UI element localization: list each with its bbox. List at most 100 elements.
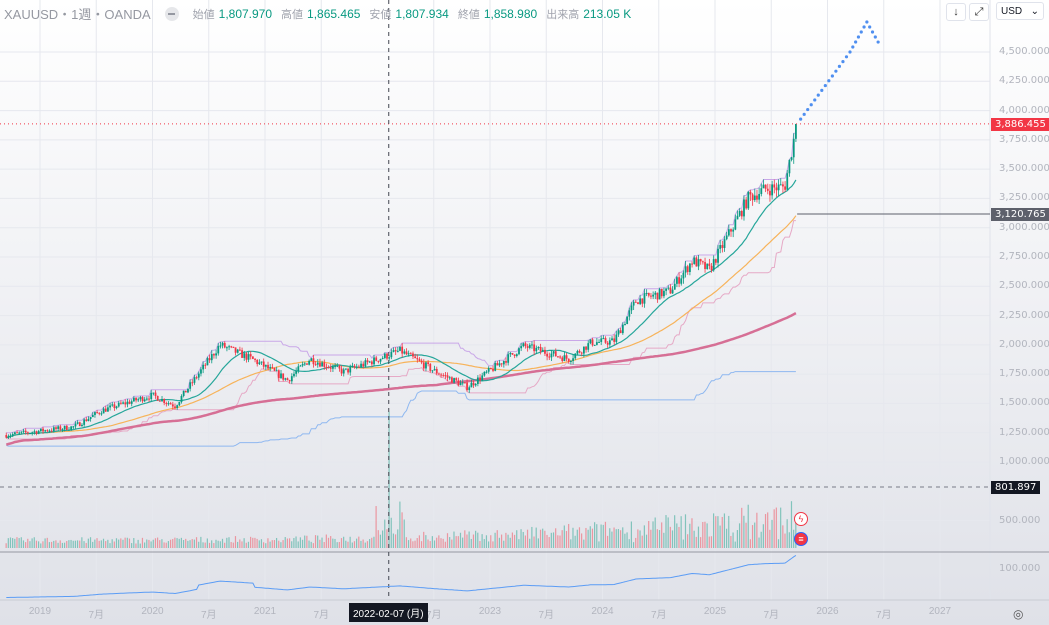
volume-bar bbox=[468, 531, 470, 548]
volume-bar bbox=[576, 529, 578, 548]
projection-dot bbox=[868, 25, 872, 29]
price-tick-label: 2,000.000 bbox=[999, 338, 1049, 350]
volume-bar bbox=[31, 538, 33, 548]
download-button[interactable]: ↓ bbox=[946, 3, 966, 21]
volume-bar bbox=[745, 522, 747, 548]
candle-body bbox=[230, 346, 233, 348]
candle-body bbox=[102, 408, 105, 414]
volume-bar bbox=[485, 535, 488, 548]
volume-bar bbox=[509, 537, 511, 548]
candle-body bbox=[115, 406, 118, 409]
candle-body bbox=[544, 349, 546, 354]
candle-body bbox=[777, 184, 780, 191]
candle-body bbox=[349, 367, 352, 373]
candle-body bbox=[563, 355, 566, 361]
candle-body bbox=[109, 405, 111, 408]
fullscreen-button[interactable]: ⤢ bbox=[969, 3, 989, 21]
candle-body bbox=[667, 287, 670, 289]
volume-bar bbox=[124, 537, 126, 548]
candle-body bbox=[440, 374, 443, 376]
volume-bar bbox=[613, 527, 615, 548]
candle-body bbox=[756, 195, 758, 200]
volume-bar bbox=[254, 537, 256, 548]
candle-body bbox=[98, 412, 101, 414]
volume-bar bbox=[221, 538, 224, 548]
candle-body bbox=[370, 361, 373, 365]
candle-body bbox=[476, 377, 479, 384]
volume-bar bbox=[423, 531, 425, 548]
volume-bar bbox=[758, 537, 760, 548]
projection-dot bbox=[834, 69, 838, 73]
volume-bar bbox=[356, 538, 358, 548]
volume-bar bbox=[105, 541, 107, 548]
volume-bar bbox=[542, 528, 544, 548]
volume-bar bbox=[704, 521, 706, 548]
volume-bar bbox=[360, 540, 362, 548]
candle-body bbox=[16, 432, 18, 434]
volume-bar bbox=[167, 541, 170, 548]
dividend-event-icon[interactable]: ϟ bbox=[794, 512, 808, 526]
volume-bar bbox=[198, 541, 200, 548]
candle-body bbox=[578, 350, 581, 353]
volume-bar bbox=[384, 519, 386, 548]
candle-body bbox=[48, 430, 51, 432]
volume-bar bbox=[94, 539, 96, 548]
volume-bar bbox=[347, 541, 349, 548]
us-event-flag-icon[interactable]: ≡ bbox=[794, 532, 808, 546]
candle-body bbox=[260, 361, 263, 363]
candle-body bbox=[552, 351, 555, 354]
volume-bar bbox=[135, 543, 137, 548]
price-tick-label: 3,750.000 bbox=[999, 133, 1049, 145]
candle-body bbox=[254, 358, 256, 360]
volume-bar bbox=[769, 529, 771, 548]
time-tick-label: 7月 bbox=[313, 610, 330, 621]
candle-body bbox=[509, 353, 512, 355]
volume-bar bbox=[602, 524, 604, 548]
volume-bar bbox=[319, 539, 321, 548]
ma-mid-line bbox=[6, 215, 797, 439]
candle-body bbox=[316, 362, 319, 365]
candle-body bbox=[561, 357, 564, 361]
volume-bar bbox=[427, 539, 429, 548]
candle-body bbox=[65, 425, 68, 430]
candle-body bbox=[210, 354, 213, 361]
volume-bar bbox=[46, 537, 48, 548]
candle-body bbox=[405, 351, 408, 355]
candle-body bbox=[591, 339, 594, 346]
volume-bar bbox=[89, 537, 92, 548]
volume-bar bbox=[288, 538, 291, 548]
collapse-icon[interactable] bbox=[164, 6, 179, 21]
volume-bar bbox=[40, 543, 42, 548]
volume-bar bbox=[544, 530, 546, 548]
volume-bar bbox=[70, 539, 72, 548]
volume-bar bbox=[773, 509, 775, 548]
candle-body bbox=[645, 292, 648, 294]
volume-bar bbox=[59, 540, 61, 548]
volume-bar bbox=[446, 533, 449, 548]
candle-body bbox=[730, 229, 732, 232]
candle-body bbox=[368, 361, 371, 363]
candle-body bbox=[769, 190, 771, 196]
volume-bar bbox=[572, 527, 574, 548]
projection-dot bbox=[862, 25, 866, 29]
volume-bar bbox=[230, 541, 232, 548]
candle-body bbox=[507, 354, 510, 363]
candle-body bbox=[691, 263, 693, 265]
volume-bar bbox=[682, 539, 684, 548]
candle-body bbox=[541, 349, 544, 352]
candle-body bbox=[174, 406, 176, 408]
volume-bar bbox=[25, 542, 27, 548]
volume-bar bbox=[156, 537, 159, 548]
volume-bar bbox=[120, 538, 122, 548]
high-label: 高値 bbox=[281, 8, 304, 21]
symbol-title[interactable]: XAUUSD・1週・OANDA bbox=[4, 7, 151, 22]
settings-eye-icon[interactable]: ◎ bbox=[1013, 607, 1024, 621]
volume-bar bbox=[710, 536, 713, 548]
candle-body bbox=[87, 418, 90, 422]
candle-body bbox=[338, 365, 341, 369]
volume-bar bbox=[22, 540, 25, 548]
currency-select[interactable]: USD ⌄ bbox=[996, 2, 1044, 20]
volume-bar bbox=[520, 529, 522, 548]
volume-bar bbox=[353, 541, 356, 548]
